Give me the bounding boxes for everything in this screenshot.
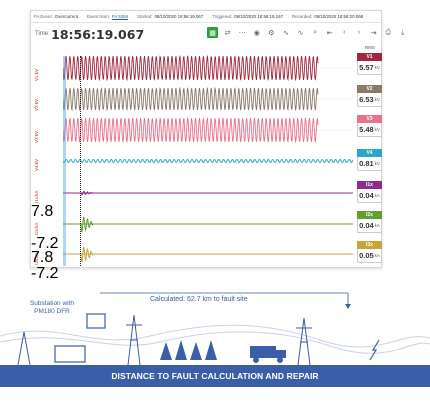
axis-tick-label: -7.2 xyxy=(31,265,59,282)
channel-waveform xyxy=(63,216,353,233)
time-label: Time xyxy=(35,31,49,37)
channel-row: I1x:kA I1x 0.04 kA xyxy=(31,181,383,205)
rms-box: I2x 0.04 kA xyxy=(357,211,382,233)
channel-row: V3:kV V3 5.48 kV xyxy=(31,115,383,145)
rms-value: 5.48 kV xyxy=(357,123,382,137)
channel-row: I3x:kA I3x 0.05 kA xyxy=(31,241,383,267)
banner-title: DISTANCE TO FAULT CALCULATION AND REPAIR xyxy=(0,365,430,387)
rms-channel-name: V3 xyxy=(357,115,382,123)
channel-ylabel: V4:kV xyxy=(34,158,39,171)
rms-unit: kA xyxy=(374,223,380,228)
print-icon[interactable]: ⎙ xyxy=(385,28,391,36)
substation-label: Substation with PM180 DFR xyxy=(29,300,75,315)
axis-tick-label: -7.2 xyxy=(31,235,59,252)
last-icon[interactable]: ⇥ xyxy=(370,29,377,37)
rms-channel-name: V1 xyxy=(357,53,382,61)
channel-waveform xyxy=(63,86,353,112)
rms-value: 0.81 kV xyxy=(357,157,382,171)
channel-ylabel: V1:kV xyxy=(34,68,39,81)
fault-illustration xyxy=(0,292,430,366)
rms-value: 6.53 kV xyxy=(357,93,382,107)
recorded-label: Recorded: xyxy=(291,14,313,19)
channel-waveform xyxy=(63,246,353,263)
rms-box: I1x 0.04 kA xyxy=(357,181,382,203)
rms-box: V3 5.48 kV xyxy=(357,115,382,137)
settings-icon[interactable]: ⚙ xyxy=(268,29,275,37)
rms-channel-name: I3x xyxy=(357,241,382,249)
eye-icon[interactable]: ◉ xyxy=(253,29,260,37)
prev-icon[interactable]: ‹ xyxy=(343,29,346,36)
channel-waveform xyxy=(63,158,353,164)
triggered-value: 08/10/2020 18:56:19.167 xyxy=(234,14,283,19)
rms-channel-name: V2 xyxy=(357,85,382,93)
rms-unit: kV xyxy=(374,161,380,166)
waveform-alt-icon[interactable]: ∿ xyxy=(297,29,304,37)
zoom-icon[interactable]: ⌕ xyxy=(313,28,318,36)
event-num-link[interactable]: FA 5266 xyxy=(111,14,129,19)
grid-view-icon[interactable]: ▦ xyxy=(207,27,218,38)
rms-header: RMS xyxy=(365,45,375,50)
recorded-value: 08/10/2020 18:56:20.068 xyxy=(314,14,364,19)
dots-icon[interactable]: ⋯ xyxy=(238,29,246,37)
toolbar: ▦ ⇄ ⋯ ◉ ⚙ ∿ ∿ ⌕ ⇤ ‹ › ⇥ ⎙ ⤓ xyxy=(207,27,412,38)
channel-ylabel: I2x:kA xyxy=(34,222,39,235)
time-bar: Time 18:56:19.067 ▦ ⇄ ⋯ ◉ ⚙ ∿ ∿ ⌕ ⇤ ‹ › … xyxy=(31,23,404,45)
channel-row: V2:kV V2 6.53 kV xyxy=(31,85,383,113)
rms-unit: kV xyxy=(374,65,380,70)
fa-event-value: Overcurrent xyxy=(54,14,78,19)
channel-row: V4:kV V4 0.81 kV xyxy=(31,149,383,173)
fa-event-label: FA Event: xyxy=(34,14,53,19)
waveform-icon[interactable]: ∿ xyxy=(283,29,289,37)
waveform-panel: FA Event: Overcurrent Event Num: FA 5266 S… xyxy=(30,10,404,282)
channel-waveform xyxy=(63,191,353,196)
channel-waveform xyxy=(63,54,353,82)
rms-value: 0.05 kA xyxy=(357,249,382,263)
time-value: 18:56:19.067 xyxy=(51,26,145,42)
event-num-label: Event Num: xyxy=(86,14,110,19)
rms-channel-name: V4 xyxy=(357,149,382,157)
shuffle-icon[interactable]: ⇄ xyxy=(224,29,231,37)
rms-value: 0.04 kA xyxy=(357,189,382,203)
rms-unit: kV xyxy=(374,127,380,132)
channel-row: V1:kV V1 5.57 kV xyxy=(31,53,383,83)
rms-box: V1 5.57 kV xyxy=(357,53,382,75)
rms-channel-name: I2x xyxy=(357,211,382,219)
axis-tick-label: 7.8 xyxy=(31,249,54,266)
channel-ylabel: V2:kV xyxy=(34,98,39,111)
rms-box: V4 0.81 kV xyxy=(357,149,382,171)
started-value: 08/10/2020 18:56:19.067 xyxy=(154,14,204,19)
channel-ylabel: I1x:kA xyxy=(34,190,39,203)
calculated-distance: Calculated: 62.7 km to fault site xyxy=(150,296,248,303)
rms-unit: kV xyxy=(374,97,380,102)
channel-waveform xyxy=(63,116,353,144)
rms-unit: kA xyxy=(374,253,380,258)
channel-row: I2x:kA I2x 0.04 kA xyxy=(31,211,383,237)
rms-unit: kA xyxy=(374,193,380,198)
next-icon[interactable]: › xyxy=(357,29,361,36)
event-info-bar: FA Event: Overcurrent Event Num: FA 5266 S… xyxy=(31,11,381,23)
cursor-dotted[interactable] xyxy=(80,56,81,266)
rms-value: 0.04 kA xyxy=(357,219,382,233)
cursor-blue[interactable] xyxy=(63,56,66,266)
first-icon[interactable]: ⇤ xyxy=(326,29,333,37)
rms-value: 5.57 kV xyxy=(357,61,382,75)
rms-box: V2 6.53 kV xyxy=(357,85,382,107)
rms-box: I3x 0.05 kA xyxy=(357,241,382,263)
started-label: Started: xyxy=(137,14,153,19)
axis-tick-label: 7.8 xyxy=(31,203,54,220)
rms-channel-name: I1x xyxy=(357,181,382,189)
triggered-label: Triggered: xyxy=(212,14,233,19)
download-icon[interactable]: ⤓ xyxy=(401,28,405,36)
channel-ylabel: V3:kV xyxy=(34,130,39,143)
